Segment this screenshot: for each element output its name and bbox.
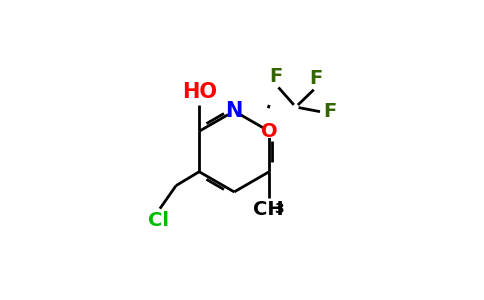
Text: HO: HO <box>182 82 217 102</box>
Text: F: F <box>323 102 336 121</box>
Circle shape <box>227 105 241 118</box>
Text: 3: 3 <box>273 202 283 216</box>
Text: O: O <box>261 122 277 141</box>
Text: CH: CH <box>253 200 283 219</box>
Text: N: N <box>226 101 243 121</box>
Circle shape <box>263 125 275 137</box>
Text: F: F <box>309 69 323 88</box>
Circle shape <box>293 105 298 109</box>
Text: F: F <box>269 67 282 85</box>
Text: Cl: Cl <box>148 212 169 230</box>
